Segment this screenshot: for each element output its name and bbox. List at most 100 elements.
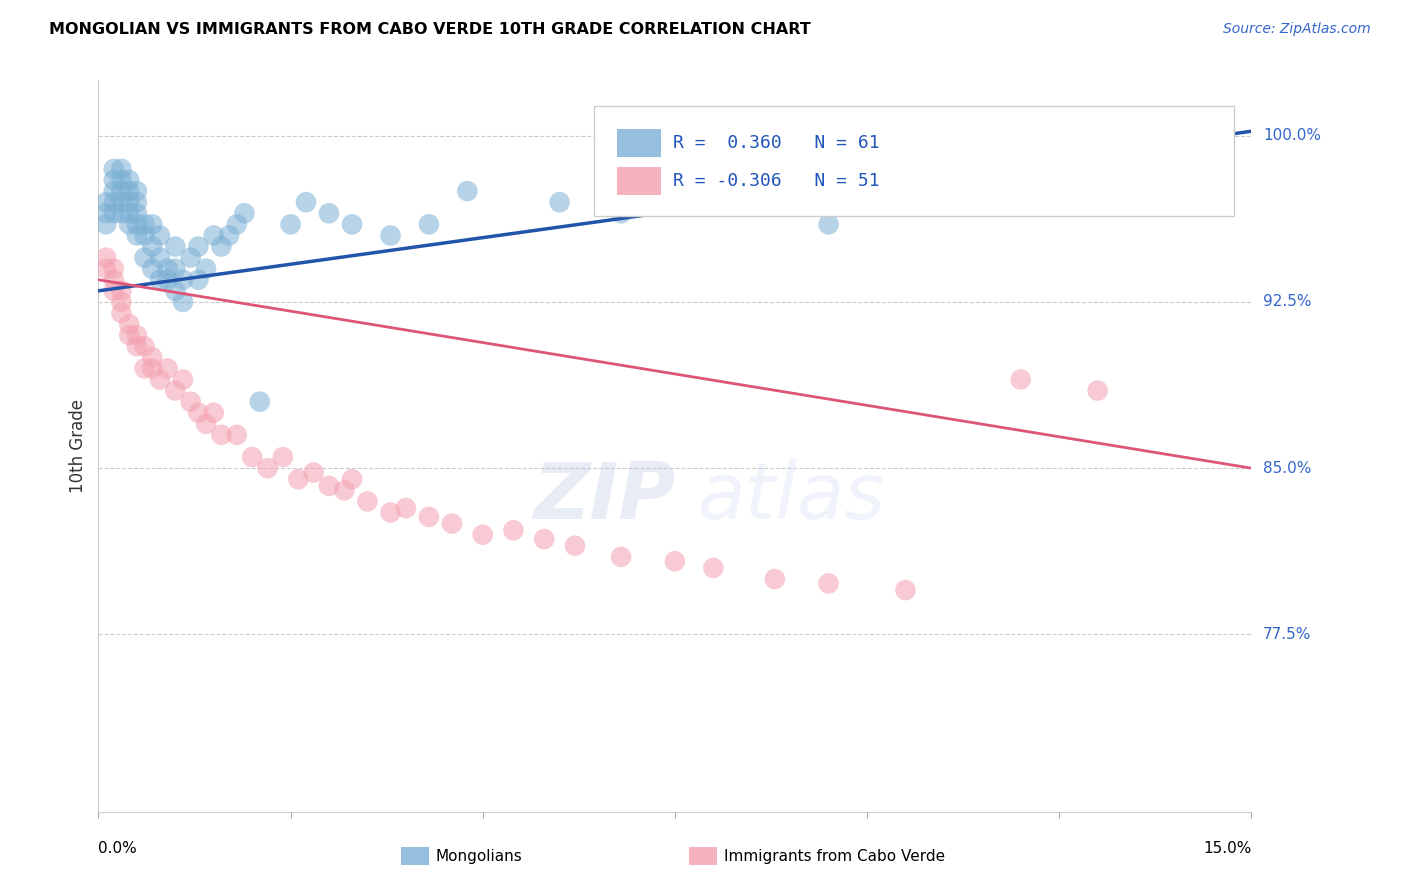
Point bbox=[240, 450, 263, 464]
Point bbox=[340, 472, 363, 486]
Text: R = -0.306   N = 51: R = -0.306 N = 51 bbox=[672, 172, 879, 190]
Point bbox=[418, 510, 440, 524]
Point bbox=[610, 206, 633, 220]
Point bbox=[125, 206, 148, 220]
Point bbox=[125, 339, 148, 353]
Point bbox=[149, 228, 172, 243]
Point bbox=[187, 406, 209, 420]
Point bbox=[156, 361, 179, 376]
Point bbox=[817, 218, 839, 232]
Point bbox=[134, 251, 156, 265]
Point bbox=[763, 572, 786, 586]
Point bbox=[149, 273, 172, 287]
Point bbox=[156, 261, 179, 276]
Point bbox=[94, 261, 117, 276]
Point bbox=[664, 554, 686, 568]
Point bbox=[1010, 372, 1032, 386]
Point bbox=[249, 394, 271, 409]
Point bbox=[233, 206, 256, 220]
Point bbox=[165, 284, 187, 298]
Point bbox=[172, 372, 194, 386]
Point bbox=[141, 361, 163, 376]
Point bbox=[610, 549, 633, 564]
Point bbox=[165, 239, 187, 253]
Point bbox=[110, 195, 132, 210]
Point bbox=[118, 328, 141, 343]
Point bbox=[125, 328, 148, 343]
Point bbox=[103, 161, 125, 176]
Point bbox=[110, 294, 132, 309]
Point bbox=[533, 532, 555, 546]
Point bbox=[548, 195, 571, 210]
Point bbox=[118, 218, 141, 232]
Point bbox=[165, 384, 187, 398]
Point bbox=[209, 239, 232, 253]
Point bbox=[302, 466, 325, 480]
Point bbox=[141, 218, 163, 232]
Point bbox=[118, 317, 141, 331]
Point bbox=[380, 228, 402, 243]
Point bbox=[295, 195, 318, 210]
Text: atlas: atlas bbox=[697, 459, 886, 535]
Point bbox=[118, 184, 141, 198]
Point bbox=[195, 261, 218, 276]
Point bbox=[187, 239, 209, 253]
Text: MONGOLIAN VS IMMIGRANTS FROM CABO VERDE 10TH GRADE CORRELATION CHART: MONGOLIAN VS IMMIGRANTS FROM CABO VERDE … bbox=[49, 22, 811, 37]
Point bbox=[395, 501, 418, 516]
Point bbox=[418, 218, 440, 232]
Point bbox=[125, 228, 148, 243]
Point bbox=[134, 339, 156, 353]
Point bbox=[564, 539, 586, 553]
Point bbox=[110, 173, 132, 187]
Point bbox=[110, 306, 132, 320]
Point bbox=[94, 251, 117, 265]
Point bbox=[333, 483, 356, 498]
Point bbox=[817, 576, 839, 591]
Point bbox=[110, 184, 132, 198]
Point bbox=[172, 294, 194, 309]
Point bbox=[103, 173, 125, 187]
Point bbox=[225, 218, 247, 232]
Point bbox=[502, 523, 524, 537]
Point bbox=[202, 406, 225, 420]
Point bbox=[180, 251, 202, 265]
Text: R =  0.360   N = 61: R = 0.360 N = 61 bbox=[672, 134, 879, 153]
Point bbox=[118, 195, 141, 210]
Text: Mongolians: Mongolians bbox=[436, 849, 523, 863]
Point bbox=[110, 206, 132, 220]
Text: 0.0%: 0.0% bbox=[98, 841, 138, 856]
Point bbox=[156, 273, 179, 287]
Point bbox=[702, 561, 724, 575]
Point bbox=[103, 184, 125, 198]
Point bbox=[456, 184, 478, 198]
Point bbox=[209, 428, 232, 442]
Point bbox=[165, 261, 187, 276]
Point bbox=[318, 206, 340, 220]
Point bbox=[125, 218, 148, 232]
Text: Source: ZipAtlas.com: Source: ZipAtlas.com bbox=[1223, 22, 1371, 37]
Point bbox=[356, 494, 378, 508]
Point bbox=[380, 506, 402, 520]
Text: 85.0%: 85.0% bbox=[1263, 460, 1312, 475]
Point bbox=[340, 218, 363, 232]
Point bbox=[180, 394, 202, 409]
Point bbox=[103, 284, 125, 298]
Y-axis label: 10th Grade: 10th Grade bbox=[69, 399, 87, 493]
Point bbox=[1047, 184, 1070, 198]
FancyBboxPatch shape bbox=[595, 106, 1234, 216]
Point bbox=[94, 218, 117, 232]
Point bbox=[141, 239, 163, 253]
Point bbox=[118, 173, 141, 187]
Text: Immigrants from Cabo Verde: Immigrants from Cabo Verde bbox=[724, 849, 945, 863]
Text: ZIP: ZIP bbox=[533, 459, 675, 535]
Point bbox=[1087, 384, 1109, 398]
Point bbox=[103, 261, 125, 276]
Point bbox=[125, 184, 148, 198]
Point bbox=[271, 450, 294, 464]
Point bbox=[141, 351, 163, 365]
Point bbox=[94, 195, 117, 210]
Text: 15.0%: 15.0% bbox=[1204, 841, 1251, 856]
Point bbox=[280, 218, 302, 232]
Point bbox=[202, 228, 225, 243]
Point bbox=[110, 284, 132, 298]
